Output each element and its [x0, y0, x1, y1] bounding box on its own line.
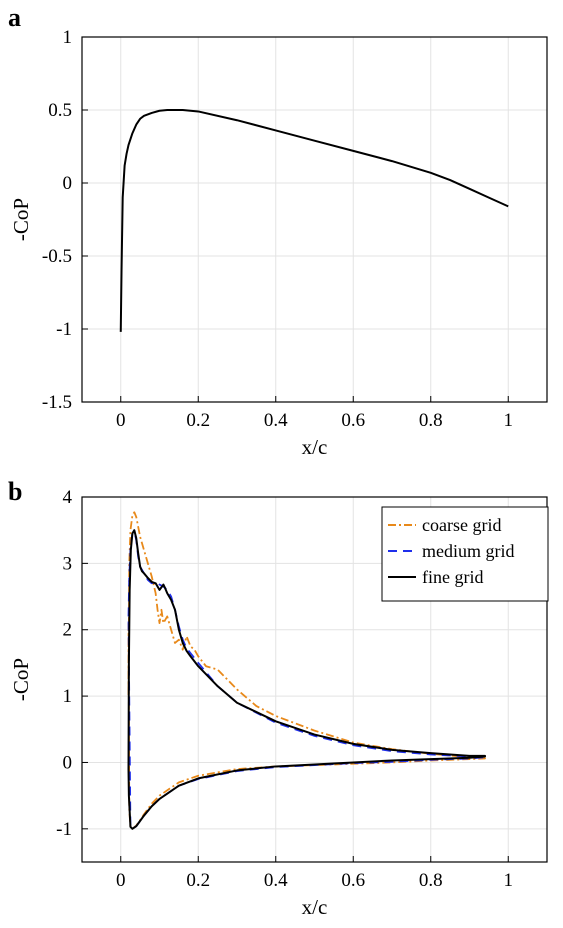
- x-tick-label: 0.8: [419, 410, 443, 431]
- y-tick-label: 3: [63, 553, 73, 574]
- x-tick-label: 0.4: [264, 410, 288, 431]
- y-axis-label: -CoP: [9, 658, 33, 701]
- x-tick-label: 0.2: [186, 870, 210, 891]
- legend-label: medium grid: [422, 541, 515, 561]
- x-tick-label: 0: [116, 870, 126, 891]
- chart-panel-b: 0 0.2 0.4 0.6 0.8 1 -1 0 1 2 3 4 x/c -CoP coarse grid m…: [9, 487, 549, 919]
- y-tick-label: -1: [56, 319, 72, 340]
- y-tick-label: 0.5: [48, 100, 72, 121]
- axes-box: [81, 36, 548, 403]
- y-tick-label: -1: [56, 819, 72, 840]
- y-tick-label: 1: [63, 27, 73, 48]
- x-tick-label: 1: [504, 870, 514, 891]
- x-tick-label: 0: [116, 410, 126, 431]
- x-tick-label: 0.8: [419, 870, 443, 891]
- legend: coarse grid medium grid fine grid: [381, 506, 549, 602]
- legend-label: fine grid: [422, 567, 483, 587]
- x-axis-label: x/c: [302, 895, 328, 919]
- x-tick-label: 1: [504, 410, 514, 431]
- x-tick-label: 0.6: [341, 410, 365, 431]
- x-tick-label: 0.2: [186, 410, 210, 431]
- y-tick-label: 2: [63, 620, 73, 641]
- coarse-grid-line: [127, 511, 486, 830]
- panel-a-label: a: [8, 3, 21, 32]
- chart-panel-a: 0 0.2 0.4 0.6 0.8 1 -1.5 -1 -0.5 0 0.5 1 x/c -CoP: [9, 27, 548, 459]
- data-line: [119, 109, 509, 332]
- y-tick-label: 0: [63, 752, 73, 773]
- x-tick-label: 0.6: [341, 870, 365, 891]
- legend-label: coarse grid: [422, 515, 501, 535]
- panel-b-label: b: [8, 477, 22, 506]
- axes-box: [81, 496, 548, 863]
- y-tick-label: 1: [63, 686, 73, 707]
- y-tick-label: 0: [63, 173, 73, 194]
- legend-box: [381, 506, 549, 602]
- y-tick-label: 4: [63, 487, 73, 508]
- y-tick-label: -1.5: [42, 392, 72, 413]
- y-axis-label: -CoP: [9, 198, 33, 241]
- x-axis-label: x/c: [302, 435, 328, 459]
- fine-grid-line: [127, 529, 486, 830]
- y-tick-label: -0.5: [42, 246, 72, 267]
- x-tick-label: 0.4: [264, 870, 288, 891]
